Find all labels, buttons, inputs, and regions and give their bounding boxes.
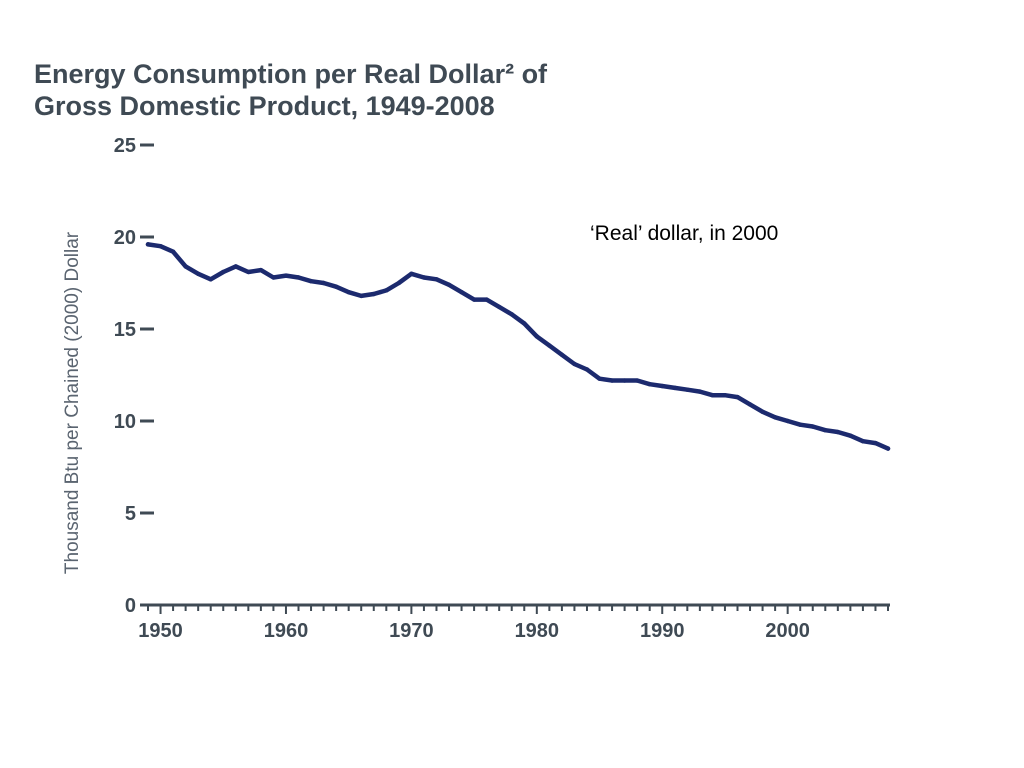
data-point — [772, 415, 778, 420]
data-point — [208, 277, 213, 282]
data-point — [584, 367, 590, 372]
data-point — [747, 402, 753, 407]
data-point — [233, 264, 238, 269]
data-point — [359, 293, 364, 299]
data-point — [622, 378, 627, 383]
x-tick-label: 1990 — [640, 620, 685, 642]
data-point — [547, 343, 552, 348]
data-point — [509, 312, 514, 317]
data-point — [484, 297, 489, 302]
data-point — [760, 409, 765, 414]
data-point — [459, 290, 464, 295]
data-point — [534, 334, 540, 339]
data-point — [396, 280, 402, 286]
axes-group: 1950 1960 1970 1980 1990 2000 0 5 10 15 20 25 Thousa… — [62, 135, 890, 642]
data-point — [785, 418, 790, 424]
data-point — [835, 429, 841, 435]
data-point — [446, 282, 452, 288]
data-point — [597, 376, 602, 381]
data-point — [409, 271, 414, 276]
y-tick-label: 5 — [125, 503, 136, 525]
chart-title: Energy Consumption per Real Dollar² of G… — [34, 58, 547, 122]
data-point — [634, 378, 640, 383]
data-point — [735, 394, 740, 400]
x-tick-label: 2000 — [765, 620, 810, 642]
x-tick-label: 1960 — [264, 620, 309, 642]
data-point — [333, 284, 339, 289]
data-point — [848, 433, 853, 438]
data-point — [572, 361, 577, 367]
x-tick-label: 1980 — [515, 620, 560, 642]
data-point — [421, 275, 427, 280]
data-point — [722, 393, 728, 398]
series-line — [145, 242, 891, 451]
data-point — [697, 389, 703, 394]
series-group — [145, 242, 891, 451]
data-point — [321, 280, 326, 286]
data-point — [195, 271, 201, 276]
chart-title-line-2: Gross Domestic Product, 1949-2008 — [34, 91, 495, 121]
data-point — [496, 304, 502, 310]
y-tick-label: 20 — [114, 227, 136, 249]
data-point — [873, 440, 878, 446]
data-point — [308, 278, 314, 284]
data-point — [246, 269, 251, 275]
real-dollar-annotation: ‘Real’ dollar, in 2000 — [590, 222, 779, 245]
data-point — [145, 242, 151, 247]
data-point — [798, 422, 803, 427]
data-point — [860, 439, 866, 444]
y-tick-label: 10 — [114, 411, 136, 433]
data-point — [647, 382, 652, 387]
x-tick-label: 1970 — [389, 620, 434, 642]
data-point — [710, 393, 715, 398]
data-point — [371, 291, 376, 297]
data-point — [434, 277, 439, 282]
data-point — [471, 297, 477, 302]
data-point — [158, 244, 163, 249]
data-point — [685, 387, 690, 392]
data-point — [609, 378, 615, 383]
data-point — [810, 424, 815, 429]
data-point — [183, 264, 188, 269]
y-tick-label: 0 — [125, 595, 136, 617]
x-tick-label: 1950 — [138, 620, 183, 642]
data-point — [283, 273, 289, 278]
data-point — [346, 290, 351, 295]
data-point — [672, 385, 677, 391]
data-point — [170, 249, 176, 254]
y-tick-label: 25 — [114, 135, 136, 157]
data-point — [660, 383, 665, 389]
data-point — [296, 275, 301, 280]
data-point — [271, 275, 276, 280]
data-point — [559, 352, 565, 357]
data-point — [885, 446, 891, 451]
data-point — [522, 321, 527, 326]
y-axis-label: Thousand Btu per Chained (2000) Dollar — [62, 231, 83, 574]
y-tick-label: 15 — [114, 319, 136, 341]
data-point — [823, 428, 828, 433]
data-point — [258, 267, 264, 273]
chart-title-line-1: Energy Consumption per Real Dollar² of — [34, 59, 548, 89]
data-point — [384, 288, 389, 293]
data-point — [221, 269, 226, 275]
